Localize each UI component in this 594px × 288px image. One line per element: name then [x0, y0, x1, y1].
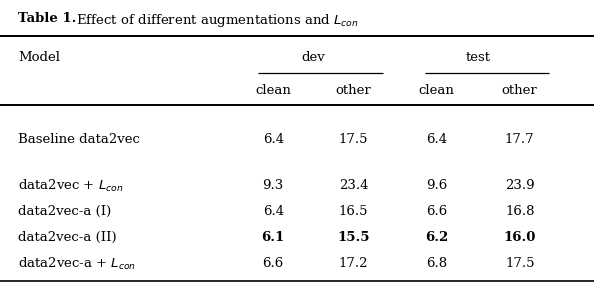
Text: Table 1.: Table 1.	[18, 12, 76, 24]
Text: Model: Model	[18, 51, 60, 64]
Text: Baseline data2vec: Baseline data2vec	[18, 133, 140, 146]
Text: 6.8: 6.8	[426, 257, 447, 270]
Text: Effect of different augmentations and $L_{con}$: Effect of different augmentations and $L…	[72, 12, 359, 29]
Text: 6.4: 6.4	[426, 133, 447, 146]
Text: 6.4: 6.4	[263, 205, 284, 218]
Text: 6.4: 6.4	[263, 133, 284, 146]
Text: 9.3: 9.3	[263, 179, 284, 192]
Text: data2vec + $L_{con}$: data2vec + $L_{con}$	[18, 178, 124, 194]
Text: test: test	[466, 51, 491, 64]
Text: 17.5: 17.5	[505, 257, 535, 270]
Text: data2vec-a + $L_{con}$: data2vec-a + $L_{con}$	[18, 255, 136, 272]
Text: 6.6: 6.6	[426, 205, 447, 218]
Text: 6.6: 6.6	[263, 257, 284, 270]
Text: 6.2: 6.2	[425, 231, 448, 244]
Text: 9.6: 9.6	[426, 179, 447, 192]
Text: clean: clean	[419, 84, 454, 97]
Text: clean: clean	[255, 84, 291, 97]
Text: data2vec-a (II): data2vec-a (II)	[18, 231, 116, 244]
Text: 17.7: 17.7	[505, 133, 535, 146]
Text: 15.5: 15.5	[337, 231, 369, 244]
Text: dev: dev	[302, 51, 326, 64]
Text: 16.0: 16.0	[504, 231, 536, 244]
Text: 23.4: 23.4	[339, 179, 368, 192]
Text: 17.2: 17.2	[339, 257, 368, 270]
Text: 16.8: 16.8	[505, 205, 535, 218]
Text: other: other	[336, 84, 371, 97]
Text: 17.5: 17.5	[339, 133, 368, 146]
Text: other: other	[502, 84, 538, 97]
Text: 23.9: 23.9	[505, 179, 535, 192]
Text: 16.5: 16.5	[339, 205, 368, 218]
Text: data2vec-a (I): data2vec-a (I)	[18, 205, 111, 218]
Text: 6.1: 6.1	[261, 231, 285, 244]
